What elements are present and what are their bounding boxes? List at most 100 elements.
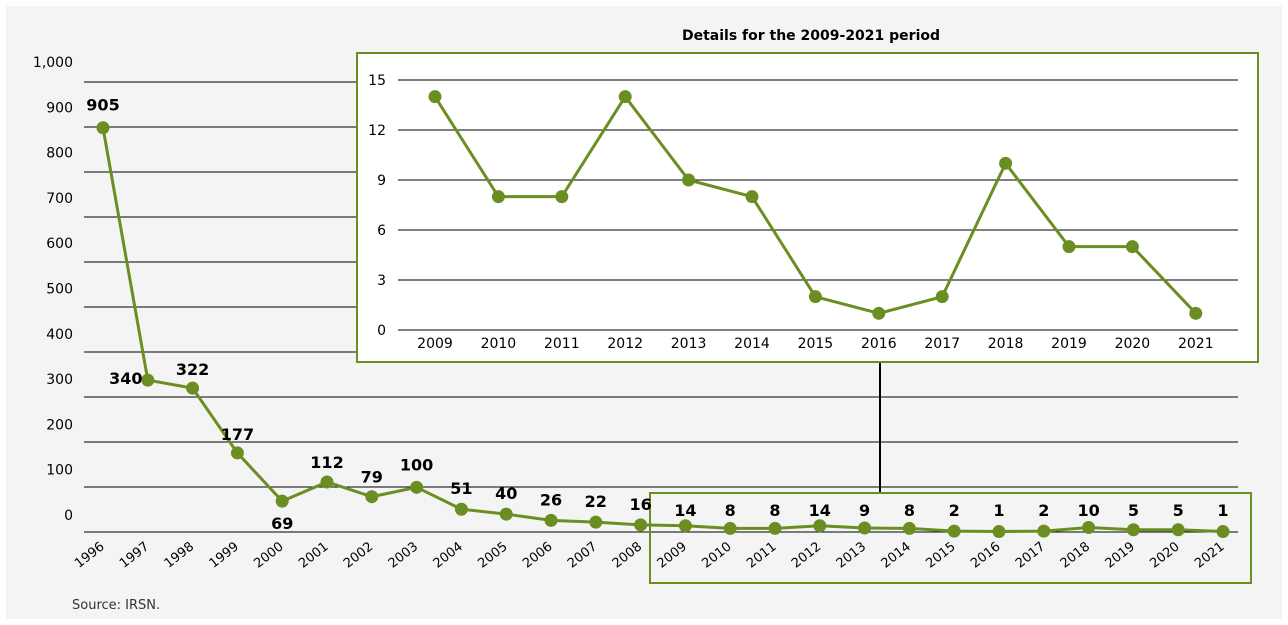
main-data-label: 112 — [310, 453, 343, 472]
inset-point — [618, 90, 632, 104]
inset-x-tick: 2009 — [417, 336, 453, 352]
main-point — [544, 513, 558, 527]
main-y-tick: 400 — [46, 327, 73, 343]
inset-x-tick: 2020 — [1115, 336, 1151, 352]
inset-point — [999, 156, 1013, 170]
main-point — [858, 521, 872, 535]
main-x-tick: 1996 — [72, 539, 107, 571]
main-x-tick: 2006 — [520, 539, 555, 571]
inset-point — [808, 290, 822, 304]
main-data-label: 40 — [495, 484, 517, 503]
main-data-label: 5 — [1128, 501, 1139, 520]
main-point — [723, 521, 737, 535]
main-x-tick: 2001 — [296, 539, 331, 571]
inset-x-tick: 2012 — [607, 336, 643, 352]
inset-y-tick: 9 — [377, 173, 386, 189]
source-note: Source: IRSN. — [72, 598, 161, 613]
main-x-tick: 2013 — [834, 539, 869, 571]
inset-x-tick: 2021 — [1178, 336, 1214, 352]
main-data-label: 100 — [400, 455, 433, 474]
main-point — [230, 446, 244, 460]
main-y-tick: 300 — [46, 372, 73, 388]
main-data-label: 51 — [450, 479, 472, 498]
main-y-tick: 700 — [46, 191, 73, 207]
main-x-tick: 2011 — [744, 539, 779, 571]
main-point — [902, 521, 916, 535]
inset-x-tick: 2016 — [861, 336, 897, 352]
main-y-tick: 200 — [46, 417, 73, 433]
inset-point — [428, 90, 442, 104]
main-point — [499, 507, 513, 521]
main-data-label: 22 — [585, 492, 607, 511]
main-x-tick: 2010 — [699, 539, 734, 571]
main-data-label: 79 — [361, 468, 383, 487]
main-data-label: 8 — [769, 501, 780, 520]
main-data-label: 2 — [1038, 501, 1049, 520]
main-data-label: 8 — [725, 501, 736, 520]
main-x-tick: 2009 — [655, 539, 690, 571]
main-x-tick: 2015 — [923, 539, 958, 571]
main-point — [1037, 524, 1051, 538]
inset-x-tick: 2019 — [1051, 336, 1087, 352]
main-point — [634, 518, 648, 532]
inset-y-tick: 3 — [377, 273, 386, 289]
main-series — [96, 121, 1230, 539]
main-x-tick: 2003 — [386, 539, 421, 571]
main-point — [454, 502, 468, 516]
inset-point — [1062, 240, 1076, 254]
inset-y-tick: 12 — [368, 123, 386, 139]
main-x-tick: 2016 — [968, 539, 1003, 571]
inset-point — [1125, 240, 1139, 254]
main-y-tick: 100 — [46, 463, 73, 479]
main-point — [141, 373, 155, 387]
main-data-label: 14 — [674, 501, 696, 520]
main-point — [678, 519, 692, 533]
main-x-tick: 2017 — [1013, 539, 1048, 571]
main-data-label: 8 — [904, 501, 915, 520]
main-data-label: 322 — [176, 360, 209, 379]
main-x-tick: 2007 — [565, 539, 600, 571]
main-data-label: 9 — [859, 501, 870, 520]
main-x-tick: 2014 — [879, 539, 914, 571]
main-series-line — [101, 127, 1224, 534]
inset-y-tick-labels: 0 3 6 9 12 15 — [368, 73, 386, 339]
main-data-label: 16 — [629, 495, 651, 514]
main-y-tick: 0 — [64, 508, 73, 524]
main-data-label: 340 — [109, 369, 142, 388]
main-x-tick: 2012 — [789, 539, 824, 571]
main-y-tick: 900 — [46, 100, 73, 116]
main-x-tick: 1998 — [162, 539, 197, 571]
main-point — [186, 381, 200, 395]
main-y-tick: 800 — [46, 146, 73, 162]
inset-series — [428, 90, 1203, 320]
inset-point — [1189, 306, 1203, 320]
main-y-tick: 1,000 — [33, 55, 73, 71]
main-point — [813, 519, 827, 533]
inset-point — [935, 290, 949, 304]
inset-x-tick-labels: 2009 2010 2011 2012 2013 2014 2015 2016 2017 2018… — [417, 336, 1213, 352]
main-data-label: 10 — [1077, 501, 1099, 520]
inset-point — [872, 306, 886, 320]
inset-y-tick: 15 — [368, 73, 386, 89]
inset-gridlines — [398, 79, 1238, 331]
main-data-label: 5 — [1173, 501, 1184, 520]
main-data-label: 1 — [993, 501, 1004, 520]
inset-x-tick: 2013 — [671, 336, 707, 352]
inset-point — [491, 190, 505, 204]
inset-y-tick: 0 — [377, 323, 386, 339]
main-y-tick: 600 — [46, 236, 73, 252]
main-point — [96, 121, 110, 135]
main-x-tick: 2018 — [1058, 539, 1093, 571]
main-x-tick: 2004 — [431, 539, 466, 571]
highlight-box — [649, 492, 1252, 584]
inset-point — [555, 190, 569, 204]
main-point — [275, 494, 289, 508]
main-x-tick: 2008 — [610, 539, 645, 571]
inset-x-tick: 2011 — [544, 336, 580, 352]
main-data-label: 1 — [1217, 501, 1228, 520]
main-x-tick: 2002 — [341, 539, 376, 571]
main-data-label: 2 — [949, 501, 960, 520]
main-point — [410, 480, 424, 494]
